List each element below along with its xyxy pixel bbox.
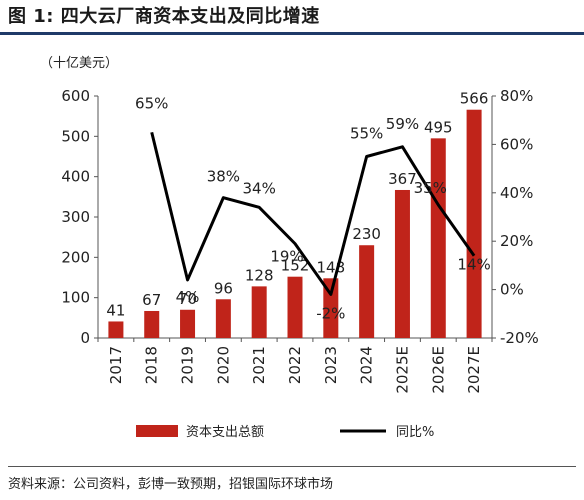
legend-label-line: 同比% [396,425,434,440]
y-left-tick-label: 0 [80,329,90,347]
yoy-value-label: 34% [243,179,276,197]
bar-value-label: 70 [178,290,197,308]
bar-value-label: 367 [388,170,417,188]
figure-header: 图 1: 四大云厂商资本支出及同比增速 [0,0,584,35]
yoy-value-label: 14% [457,256,490,274]
yoy-value-label: 65% [135,94,168,112]
capex-bar [180,309,196,338]
bar-value-label: 41 [106,301,125,319]
bar-value-label: 67 [142,291,161,309]
y-left-tick-label: 100 [61,289,90,307]
capex-bar [251,286,267,338]
x-tick-label: 2024 [358,346,376,384]
legend-swatch-bar [136,425,178,437]
yoy-value-label: -2% [316,304,345,322]
capex-bar [144,310,160,338]
capex-bar [215,299,231,338]
bar-value-label: 566 [460,90,489,108]
y-right-tick-label: 40% [500,184,533,202]
x-tick-label: 2026E [429,346,447,394]
bar-value-label: 128 [245,266,274,284]
y-right-tick-label: -20% [500,329,539,347]
capex-bar [287,276,303,338]
x-tick-label: 2027E [465,346,483,394]
capex-bar [108,321,124,338]
capex-bar [323,278,339,338]
x-tick-label: 2017 [107,346,125,384]
yoy-value-label: 35% [414,179,447,197]
x-tick-label: 2025E [393,346,411,394]
x-tick-label: 2020 [214,346,232,384]
figure-title: 图 1: 四大云厂商资本支出及同比增速 [8,6,320,27]
y-right-tick-label: 60% [500,135,533,153]
y-right-tick-label: 0% [500,281,524,299]
y-right-tick-label: 20% [500,232,533,250]
unit-label: （十亿美元） [40,56,119,71]
bar-value-label: 230 [352,225,381,243]
capex-bar [359,245,375,338]
x-tick-label: 2018 [143,346,161,384]
yoy-value-label: 19% [270,248,303,266]
yoy-value-label: 59% [386,115,419,133]
y-left-tick-label: 200 [61,248,90,266]
yoy-value-label: 38% [207,168,240,186]
y-right-tick-label: 80% [500,87,533,105]
y-left-tick-label: 400 [61,168,90,186]
capex-bar [430,138,446,338]
y-left-tick-label: 600 [61,87,90,105]
legend-label-bar: 资本支出总额 [186,425,264,440]
capex-bar [466,109,482,338]
x-tick-label: 2019 [179,346,197,384]
y-left-tick-label: 300 [61,208,90,226]
capex-bar [394,189,410,338]
x-tick-label: 2021 [250,346,268,384]
y-left-tick-label: 500 [61,127,90,145]
source-note: 资料来源：公司资料，彭博一致预期，招银国际环球市场 [8,466,576,492]
capex-chart: 0 100 200 300 400 500 600 -20% 0% 20% 40% 60% 80% 201… [61,87,539,440]
yoy-value-label: 4% [176,288,200,306]
yoy-line [150,131,476,296]
x-tick-label: 2022 [286,346,304,384]
yoy-value-label: 55% [350,125,383,143]
bar-value-label: 495 [424,118,453,136]
bar-value-label: 96 [214,279,233,297]
x-tick-label: 2023 [322,346,340,384]
bar-value-label: 152 [281,257,310,275]
